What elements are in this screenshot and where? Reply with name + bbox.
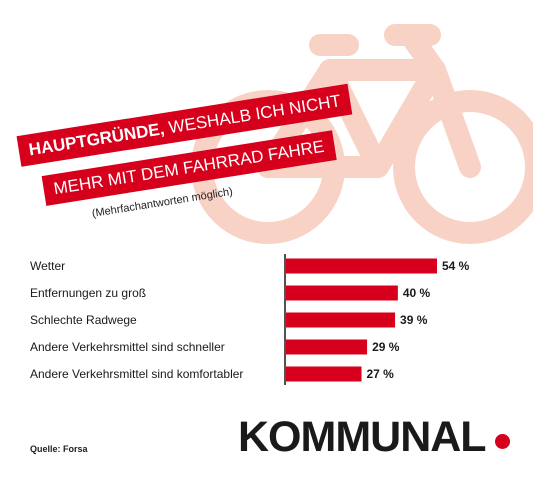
source-note: Quelle: Forsa xyxy=(30,444,88,454)
category-label: Wetter xyxy=(30,259,65,273)
bar xyxy=(286,285,398,301)
brand-logo: KOMMUNAL xyxy=(238,413,487,461)
value-label: 54 % xyxy=(442,259,470,273)
category-label: Schlechte Radwege xyxy=(30,313,137,327)
value-label: 29 % xyxy=(372,340,400,354)
value-label: 39 % xyxy=(400,313,428,327)
bar xyxy=(286,339,368,355)
category-label: Entfernungen zu groß xyxy=(30,286,146,300)
value-label: 40 % xyxy=(403,286,431,300)
bar xyxy=(286,312,396,328)
bar-chart: Wetter 54 % Entfernungen zu groß 40 % Schlec… xyxy=(30,254,470,385)
bar xyxy=(286,366,362,382)
value-label: 27 % xyxy=(367,367,395,381)
brand-dot xyxy=(495,434,510,449)
category-label: Andere Verkehrsmittel sind schneller xyxy=(30,340,225,354)
bar xyxy=(286,258,437,274)
category-label: Andere Verkehrsmittel sind komfortabler xyxy=(30,367,243,381)
